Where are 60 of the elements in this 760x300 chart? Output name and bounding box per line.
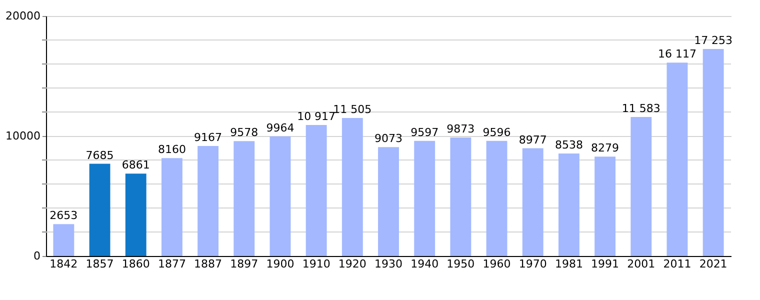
bar [270,136,291,256]
x-tick-label: 1950 [446,258,475,270]
x-tick-label: 2001 [627,258,656,270]
x-tick-label: 1842 [50,258,78,270]
x-tick-label: 1930 [374,258,402,270]
data-label: 9167 [194,130,222,144]
bar [125,174,146,256]
data-label: 9873 [446,122,475,136]
data-label: 11 583 [622,102,660,116]
data-label: 6861 [122,158,150,172]
x-tick-label: 1877 [158,258,186,270]
bar [53,224,74,256]
data-label: 2653 [50,209,78,222]
data-label: 8977 [518,133,547,146]
bar [414,140,436,256]
data-label: 9578 [230,126,258,140]
bar [522,148,544,256]
x-tick-label: 1940 [410,258,439,270]
x-tick-label: 2021 [699,258,728,270]
x-tick-label: 1991 [591,258,620,270]
bar [198,146,219,256]
bar [630,117,652,256]
x-tick-label: 2011 [663,258,692,270]
data-label: 11 505 [333,102,372,116]
x-tick-label: 1970 [518,258,547,270]
data-label: 9596 [482,126,511,139]
bar [594,156,616,256]
data-label: 7685 [86,148,114,162]
bar [450,138,472,256]
x-tick-label: 1857 [86,258,114,270]
y-tick-label: 0 [34,250,40,262]
x-tick-label: 1960 [482,258,511,270]
bar [234,141,255,256]
bar [486,140,508,256]
data-label: 9597 [410,126,439,139]
bar [342,118,363,256]
y-tick-label: 10000 [6,130,40,142]
x-tick-label: 1920 [338,258,366,270]
data-label: 9073 [374,132,402,146]
x-tick-label: 1910 [302,258,330,270]
x-tick-label: 1887 [194,258,222,270]
data-label: 8160 [158,143,186,156]
x-tick-label: 1860 [122,258,150,270]
bar [558,154,580,256]
x-tick-label: 1981 [554,258,583,270]
bar [161,158,182,256]
bar [666,62,688,256]
bar [306,124,327,256]
data-label: 17 253 [694,34,733,47]
data-label: 9964 [266,121,294,134]
y-tick-label: 20000 [6,10,40,22]
x-tick-label: 1900 [266,258,294,270]
x-tick-label: 1897 [230,258,258,270]
data-label: 8538 [554,138,583,152]
data-label: 10 917 [297,110,336,123]
bar [702,48,724,256]
bar [89,164,110,256]
data-label: 8279 [591,142,620,155]
data-label: 16 117 [658,48,696,61]
bar [378,147,399,256]
